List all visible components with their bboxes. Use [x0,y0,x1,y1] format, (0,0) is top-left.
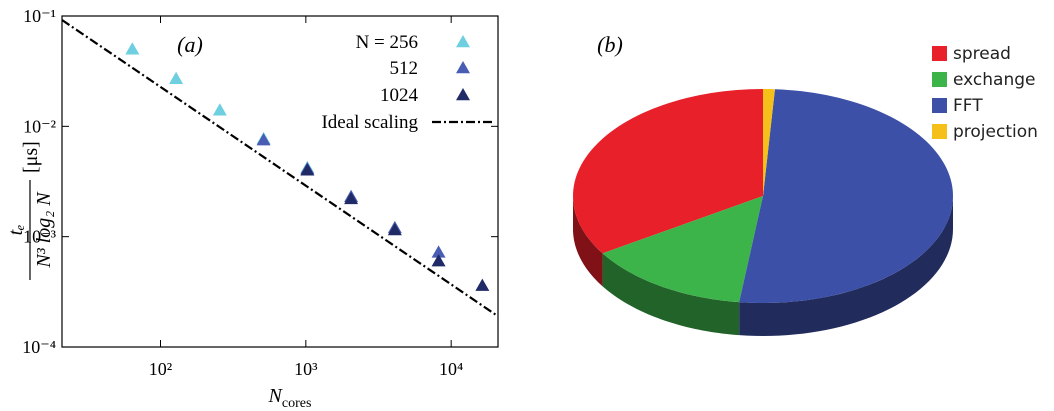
x-tick-label: 10³ [294,359,318,379]
legend-swatch [932,72,947,87]
y-label-unit: [μs] [20,141,42,173]
legend-label: exchange [953,70,1036,90]
data-point [431,245,446,258]
y-tick-label: 10⁻⁴ [22,337,56,357]
legend-marker [456,88,470,101]
legend-marker [456,61,470,74]
y-label-numerator: tₑ [5,225,27,236]
pie-side [602,253,740,336]
y-tick-label: 10⁻² [23,116,56,136]
legend-label: 1024 [380,85,419,106]
x-tick-label: 10⁴ [439,359,463,379]
data-point [212,103,227,116]
pie-side [739,196,953,336]
data-point [300,163,315,176]
data-point [256,133,271,146]
ideal-line [61,19,499,318]
y-label-denominator: N³ log₂ N [33,191,55,269]
panel-label: (a) [177,32,203,57]
y-tick-label: 10⁻³ [23,227,57,247]
legend-label: spread [953,44,1011,64]
legend-swatch [932,98,947,113]
x-label-subscript: cores [282,396,312,411]
legend-label: N = 256 [356,32,418,53]
panel-label: (b) [597,32,623,57]
legend-swatch [932,124,947,139]
plot-frame [61,15,499,348]
data-point [169,71,184,84]
pie-slice [573,89,763,254]
legend-label: 512 [390,58,419,79]
legend-label: Ideal scaling [321,112,418,133]
y-tick-label: 10⁻¹ [23,6,56,26]
pie-slice [763,89,775,196]
legend-label: FFT [953,96,983,116]
x-axis-label: Ncores [268,385,312,411]
y-axis-label: tₑ N³ log₂ N [μs] [5,141,55,280]
legend-label: projection [953,122,1038,142]
data-point [475,278,490,291]
x-tick-label: 10² [149,359,172,379]
pie-slice [739,89,953,303]
legend-swatch [932,46,947,61]
data-point [387,222,402,236]
pie-slice [602,196,763,303]
pie-side [573,196,603,287]
data-point [344,191,359,205]
data-point [125,42,140,55]
x-label-symbol: N [268,385,284,407]
legend-marker [456,35,470,48]
data-point [431,254,446,267]
